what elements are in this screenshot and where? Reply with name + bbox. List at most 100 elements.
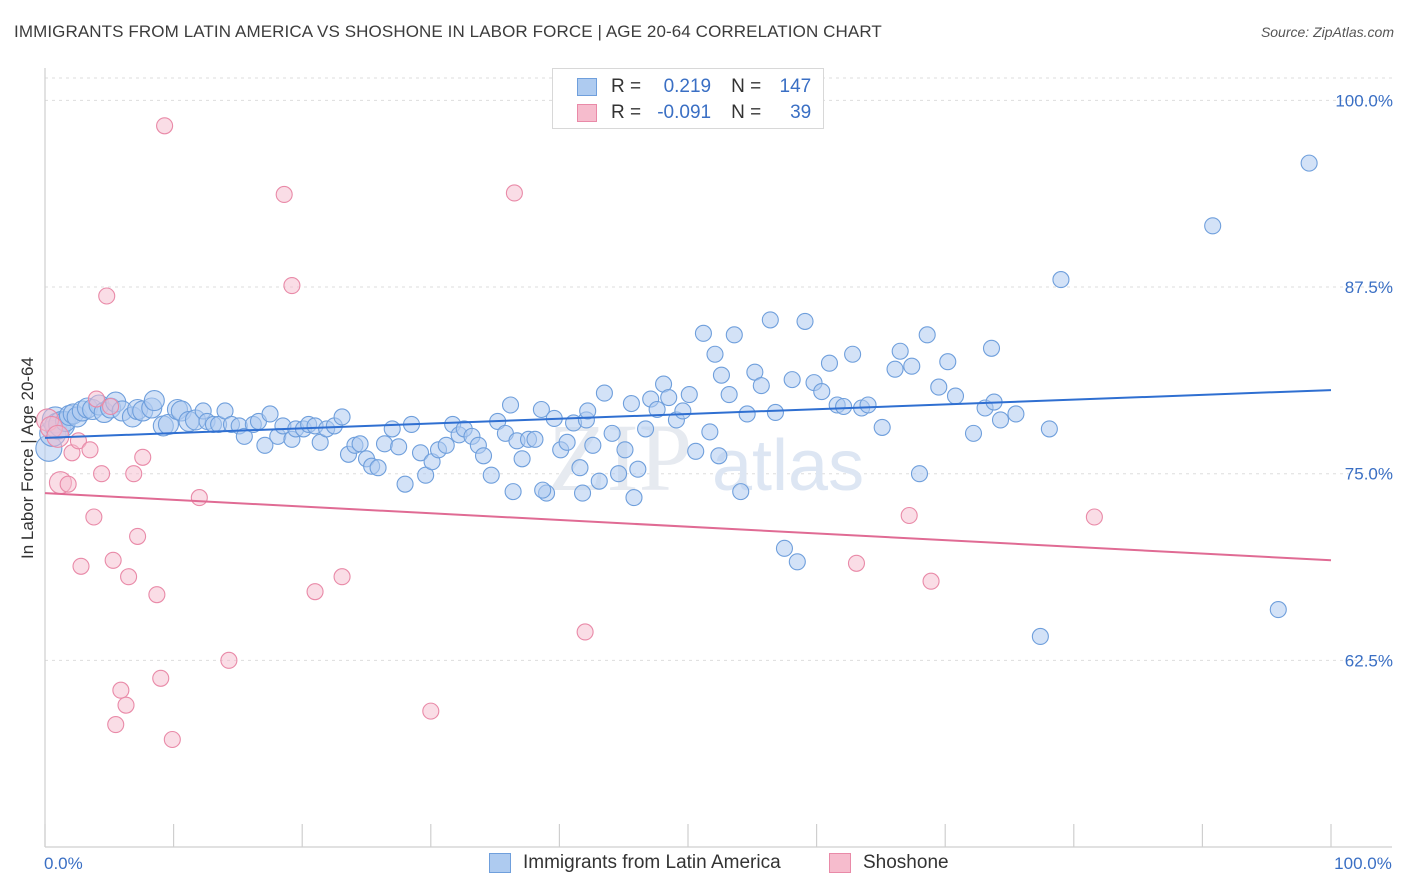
legend-label: Immigrants from Latin America [523, 852, 781, 873]
immigrants-point [946, 387, 965, 405]
immigrants-point [844, 345, 862, 363]
immigrants-point [835, 397, 853, 416]
immigrants-point [482, 466, 500, 484]
shoshone-point [148, 586, 166, 604]
immigrants-point [694, 324, 712, 342]
blue-swatch [489, 853, 511, 873]
shoshone-point [87, 390, 105, 408]
immigrants-point [648, 400, 666, 419]
shoshone-point [152, 669, 170, 687]
immigrants-point [674, 402, 692, 420]
immigrants-point [235, 427, 253, 445]
immigrants-point [991, 411, 1010, 429]
immigrants-point [1052, 271, 1070, 289]
y-tick-label: 100.0% [1335, 91, 1393, 110]
x-tick-label: 100.0% [1334, 854, 1392, 873]
immigrants-point [584, 436, 602, 454]
immigrants-point [720, 386, 738, 404]
immigrants-point [680, 386, 698, 404]
immigrants-point [637, 420, 655, 438]
immigrants-point [474, 447, 493, 465]
immigrants-point [964, 424, 983, 442]
watermark: ZIP atlas [548, 404, 864, 511]
immigrants-point [820, 354, 839, 372]
shoshone-point [922, 572, 940, 590]
shoshone-point [85, 508, 103, 526]
immigrants-point [1269, 601, 1287, 619]
immigrants-point [930, 378, 948, 396]
stats-row-immigrants: R = 0.219 N = 147 [577, 74, 811, 100]
immigrants-point [532, 400, 550, 419]
shoshone-point [900, 506, 918, 525]
immigrants-point [710, 447, 728, 465]
immigrants-point [534, 481, 552, 499]
trendlines [44, 389, 1332, 562]
blue-swatch [577, 78, 597, 96]
immigrants-point [788, 553, 806, 571]
r-label: R = [611, 102, 642, 123]
immigrants-point [526, 430, 544, 448]
immigrants-point [333, 408, 351, 426]
immigrants-point [701, 423, 719, 441]
shoshone-point [422, 702, 440, 720]
stats-row-shoshone: R = -0.091 N = 39 [577, 100, 811, 126]
shoshone-point [117, 696, 135, 714]
shoshone-point [120, 568, 138, 586]
source-label: Source: ZipAtlas.com [1260, 24, 1394, 40]
shoshone-point [112, 681, 130, 699]
shoshone-point [1085, 508, 1103, 526]
r-value: 0.219 [663, 76, 712, 97]
immigrants-point [903, 357, 921, 375]
stats-legend: R = 0.219 N = 147 R = -0.091 N = 39 [552, 68, 824, 129]
immigrants-point [982, 339, 1001, 357]
immigrants-point [796, 312, 814, 330]
data-points [35, 117, 1318, 749]
immigrants-trendline [44, 389, 1332, 439]
shoshone-point [163, 730, 181, 749]
immigrants-point [375, 435, 394, 453]
legend-item-immigrants: Immigrants from Latin America [489, 852, 781, 874]
shoshone-point [275, 185, 293, 204]
immigrants-point [775, 539, 794, 557]
immigrants-point [687, 442, 705, 460]
n-label: N = [731, 102, 762, 123]
shoshone-point [576, 623, 594, 641]
immigrants-point [1040, 420, 1058, 438]
shoshone-point [333, 568, 351, 586]
immigrants-point [383, 420, 401, 438]
legend-item-shoshone: Shoshone [829, 852, 949, 874]
immigrants-point [660, 388, 678, 407]
immigrants-point [610, 465, 628, 483]
immigrants-point [595, 384, 613, 402]
r-label: R = [611, 76, 642, 97]
immigrants-point [396, 475, 414, 493]
immigrants-point [411, 444, 430, 462]
r-value: -0.091 [657, 102, 712, 123]
immigrants-point [939, 353, 957, 371]
immigrants-point [738, 405, 756, 423]
immigrants-point [603, 424, 621, 442]
shoshone-point [134, 448, 152, 466]
immigrants-point [351, 435, 369, 453]
shoshone-point [102, 397, 120, 416]
x-tick-label: 0.0% [44, 854, 83, 873]
shoshone-point [93, 465, 111, 483]
immigrants-point [622, 394, 640, 413]
immigrants-point [752, 377, 770, 395]
immigrants-point [1300, 154, 1318, 172]
pink-swatch [577, 104, 597, 122]
immigrants-point [579, 402, 597, 420]
immigrants-point [732, 483, 750, 501]
immigrants-point [504, 483, 522, 501]
shoshone-point [81, 441, 99, 459]
shoshone-point [847, 554, 866, 572]
immigrants-point [261, 405, 279, 423]
shoshone-point [220, 651, 238, 669]
y-tick-label: 75.0% [1345, 465, 1393, 484]
immigrants-point [918, 326, 936, 344]
shoshone-point [283, 277, 301, 295]
immigrants-point [706, 345, 724, 363]
immigrants-point [558, 433, 576, 451]
immigrants-point [390, 438, 408, 456]
